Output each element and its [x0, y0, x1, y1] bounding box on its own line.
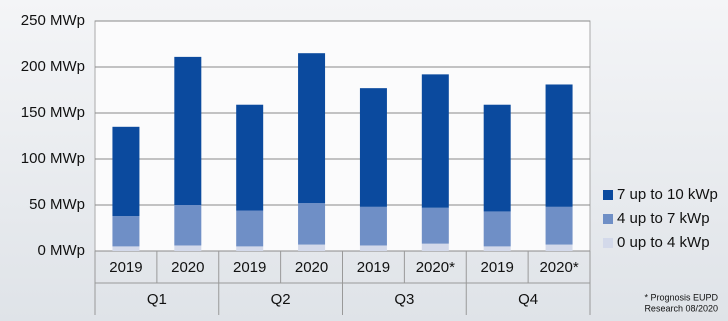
x-tick-label: 2020* — [539, 259, 578, 276]
bar-segment — [483, 211, 511, 247]
x-tick-label: 2019 — [481, 259, 514, 276]
bar-segment — [112, 216, 140, 247]
x-tick-label: 2020* — [416, 259, 455, 276]
legend-label: 4 up to 7 kWp — [617, 210, 710, 227]
bar-segment — [236, 246, 264, 251]
bar-segment — [421, 243, 449, 251]
bar-segment — [236, 210, 264, 247]
y-tick-label: 50 MWp — [29, 196, 85, 213]
bar-segment — [174, 56, 202, 205]
y-tick-label: 100 MWp — [21, 150, 85, 167]
legend-swatch — [603, 190, 613, 200]
bar-segment — [545, 244, 573, 251]
bar-segment — [359, 88, 387, 207]
bar-segment — [112, 126, 140, 217]
footnote: * Prognosis EUPD — [644, 292, 718, 302]
y-tick-label: 250 MWp — [21, 12, 85, 29]
bar-segment — [421, 74, 449, 208]
x-tick-label: 2019 — [357, 259, 390, 276]
legend-label: 7 up to 10 kWp — [617, 186, 718, 203]
bar-segment — [421, 207, 449, 244]
bar-segment — [545, 206, 573, 245]
bar-segment — [545, 84, 573, 207]
x-tick-label: 2019 — [109, 259, 142, 276]
bar-segment — [483, 246, 511, 251]
bar-segment — [359, 206, 387, 246]
bar-segment — [483, 104, 511, 212]
bar-segment — [359, 245, 387, 251]
bar-segment — [298, 203, 326, 245]
group-label: Q1 — [147, 291, 167, 308]
legend-label: 0 up to 4 kWp — [617, 234, 710, 251]
bar-segment — [298, 53, 326, 204]
group-label: Q3 — [394, 291, 414, 308]
group-label: Q4 — [518, 291, 538, 308]
y-tick-label: 200 MWp — [21, 58, 85, 75]
bar-segment — [112, 246, 140, 251]
bar-segment — [236, 104, 264, 211]
bar-segment — [174, 245, 202, 251]
bar-segment — [298, 244, 326, 251]
x-tick-label: 2020 — [171, 259, 204, 276]
legend-swatch — [603, 238, 613, 248]
y-tick-label: 150 MWp — [21, 104, 85, 121]
footnote: Research 08/2020 — [644, 303, 718, 313]
x-tick-label: 2019 — [233, 259, 266, 276]
y-tick-label: 0 MWp — [37, 242, 85, 259]
x-tick-label: 2020 — [295, 259, 328, 276]
bar-segment — [174, 205, 202, 246]
group-label: Q2 — [271, 291, 291, 308]
legend-swatch — [603, 214, 613, 224]
plot-area — [94, 20, 591, 252]
